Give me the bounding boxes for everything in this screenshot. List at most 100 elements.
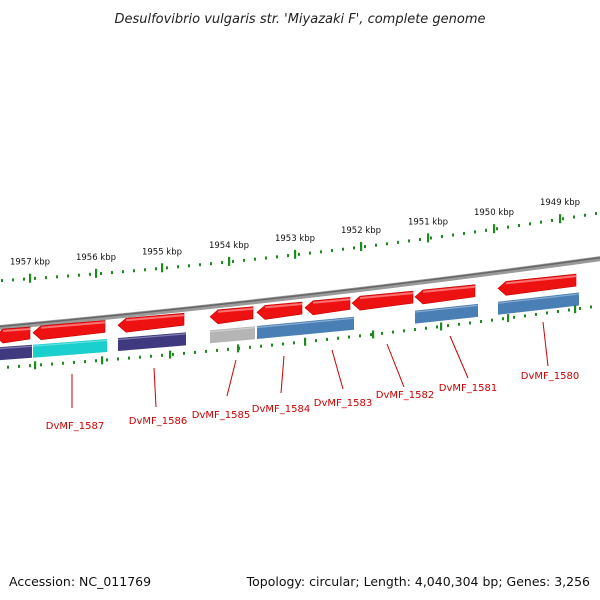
minor-tick (249, 345, 251, 349)
gene-highlight (359, 292, 414, 300)
minor-tick (315, 339, 317, 343)
class-bar (210, 326, 255, 344)
gene-label: DvMF_1584 (252, 404, 310, 415)
minor-tick (419, 237, 421, 241)
minor-tick (7, 365, 9, 369)
scale-label: 1949 kbp (540, 198, 580, 208)
minor-tick (414, 328, 416, 332)
label-leader-line (226, 359, 237, 397)
label-leader-line (153, 367, 157, 408)
major-tick (360, 242, 363, 252)
minor-tick (139, 355, 141, 359)
minor-tick (106, 358, 108, 362)
minor-tick (480, 320, 482, 324)
minor-tick (573, 215, 575, 219)
minor-tick (507, 225, 509, 229)
minor-tick (447, 324, 449, 328)
major-tick (507, 314, 510, 323)
minor-tick (590, 305, 592, 309)
minor-tick (518, 223, 520, 227)
minor-tick (584, 213, 586, 217)
minor-tick (205, 349, 207, 353)
major-tick (559, 214, 562, 224)
major-tick (237, 344, 240, 353)
class-bar (257, 316, 354, 340)
minor-tick (254, 257, 256, 261)
minor-tick (452, 233, 454, 237)
accession-text: Accession: NC_011769 (9, 574, 151, 589)
gene-highlight (217, 307, 254, 313)
minor-tick (51, 362, 53, 366)
minor-tick (133, 269, 135, 273)
minor-tick (524, 314, 526, 318)
minor-tick (403, 329, 405, 333)
minor-tick (287, 254, 289, 258)
minor-tick (320, 250, 322, 254)
minor-tick (271, 343, 273, 347)
minor-tick (183, 351, 185, 355)
minor-tick (441, 235, 443, 239)
scale-label: 1952 kbp (341, 226, 381, 236)
minor-tick (331, 249, 333, 253)
minor-tick (458, 322, 460, 326)
major-tick (95, 268, 98, 278)
minor-tick (353, 246, 355, 250)
minor-tick (359, 334, 361, 338)
minor-tick (117, 357, 119, 361)
bar-highlight (32, 339, 108, 347)
scale-label: 1951 kbp (408, 217, 448, 227)
class-bar (33, 338, 107, 358)
minor-tick (392, 330, 394, 334)
minor-tick (56, 275, 58, 279)
minor-tick (381, 331, 383, 335)
minor-tick (557, 309, 559, 313)
minor-tick (34, 276, 36, 280)
minor-tick (84, 360, 86, 364)
class-bar (0, 344, 32, 361)
minor-tick (1, 279, 3, 283)
minor-tick (375, 243, 377, 247)
bar-highlight (414, 304, 479, 313)
gene-label: DvMF_1583 (314, 398, 372, 409)
forward-gene-arrow (497, 273, 577, 296)
minor-tick (188, 264, 190, 268)
minor-tick (535, 312, 537, 316)
forward-gene-arrow (414, 284, 476, 305)
minor-tick (161, 353, 163, 357)
gene-class-bars (0, 292, 580, 361)
minor-tick (595, 211, 597, 215)
minor-tick (348, 335, 350, 339)
major-tick (493, 224, 496, 234)
minor-tick (496, 227, 498, 231)
major-tick (427, 233, 430, 243)
scale-label: 1957 kbp (10, 258, 50, 268)
minor-tick (155, 267, 157, 271)
forward-gene-arrow (32, 320, 106, 341)
minor-tick (364, 245, 366, 249)
minor-tick (562, 217, 564, 221)
outer-scale: 1957 kbp 1956 kbp 1955 kbp 1954 kbp 1953 kbp… (1, 198, 597, 283)
gene-highlight (312, 298, 351, 304)
class-bar (498, 292, 579, 315)
forward-strand-genes (0, 273, 577, 344)
minor-tick (469, 321, 471, 325)
label-leader-line (449, 335, 469, 379)
bar-highlight (256, 317, 355, 329)
major-tick (101, 356, 104, 365)
label-leader-line (386, 343, 405, 388)
minor-tick (172, 352, 174, 356)
minor-tick (18, 364, 20, 368)
major-tick (574, 305, 577, 314)
minor-tick (265, 256, 267, 260)
class-bar (118, 332, 186, 352)
gene-label: DvMF_1582 (376, 390, 434, 401)
minor-tick (122, 270, 124, 274)
scale-label: 1953 kbp (275, 234, 315, 244)
bar-highlight (209, 327, 256, 333)
minor-tick (408, 239, 410, 243)
gene-label: DvMF_1580 (521, 371, 579, 382)
minor-tick (23, 277, 25, 281)
major-tick (294, 249, 297, 259)
gene-label: DvMF_1581 (439, 383, 497, 394)
minor-tick (386, 242, 388, 246)
